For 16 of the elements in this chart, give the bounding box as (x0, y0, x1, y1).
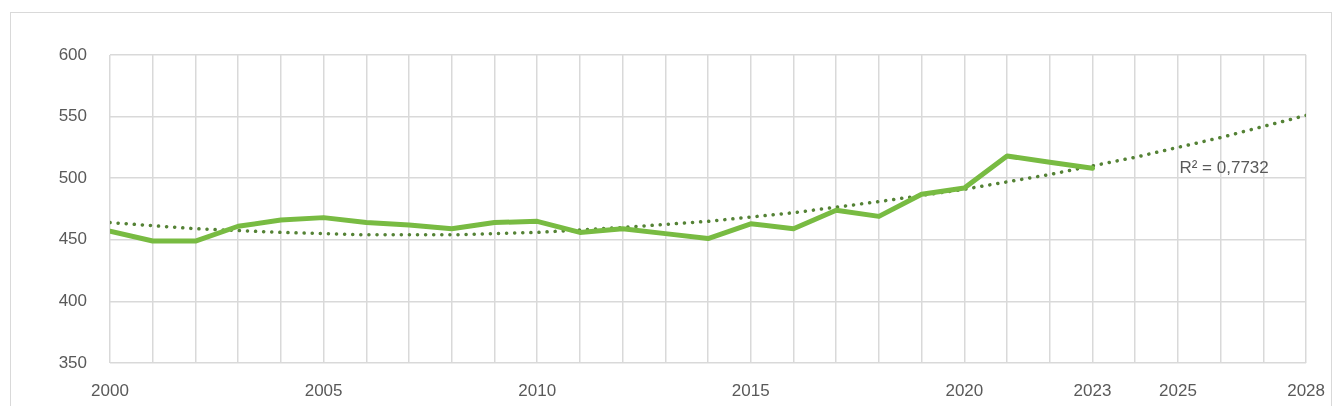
x-tick-label: 2000 (91, 380, 129, 400)
line-series (110, 113, 1307, 237)
y-tick-label: 350 (58, 352, 87, 372)
annotation: R² = 0,7732 (1179, 157, 1269, 177)
x-tick-label: 2028 (1287, 380, 1325, 400)
x-tick-label: 2010 (518, 380, 557, 400)
y-tick-label: 400 (58, 291, 87, 311)
x-tick-label: 2023 (1073, 380, 1112, 400)
y-tick-label: 500 (58, 167, 87, 187)
y-tick-label: 450 (58, 229, 87, 249)
x-tick-label: 2005 (304, 380, 343, 400)
x-tick-label: 2015 (731, 380, 770, 400)
x-tick-label: 2020 (945, 380, 984, 400)
y-tick-label: 600 (58, 44, 87, 64)
y-tick-label: 550 (58, 106, 87, 126)
x-tick-label: 2025 (1159, 380, 1197, 400)
